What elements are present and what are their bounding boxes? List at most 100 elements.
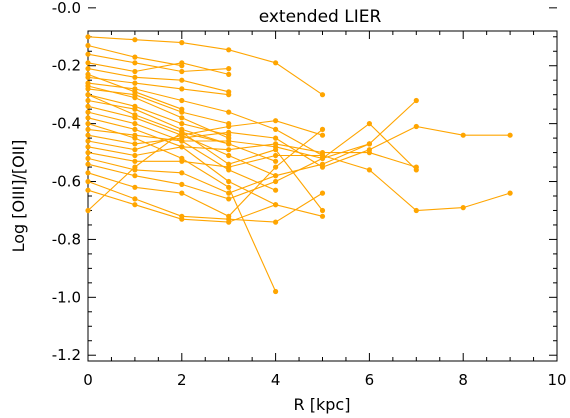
data-point bbox=[507, 190, 513, 196]
data-point bbox=[85, 178, 91, 185]
data-point bbox=[132, 37, 138, 43]
data-point bbox=[179, 97, 185, 104]
data-point bbox=[132, 152, 138, 159]
series-line bbox=[87, 125, 511, 168]
y-tick-label: -1.0 bbox=[52, 288, 81, 306]
data-point bbox=[460, 132, 466, 138]
series-4 bbox=[85, 60, 232, 77]
data-point bbox=[319, 190, 326, 196]
data-point bbox=[226, 92, 232, 98]
data-point bbox=[132, 106, 138, 112]
data-point bbox=[413, 97, 419, 104]
y-tick-label: -0.0 bbox=[52, 0, 81, 17]
series-19 bbox=[85, 150, 513, 214]
series-24 bbox=[85, 187, 326, 225]
data-point bbox=[273, 173, 279, 179]
data-point bbox=[226, 109, 232, 115]
series-line bbox=[87, 76, 229, 96]
y-tick-label: -0.2 bbox=[52, 57, 81, 75]
series-line bbox=[87, 68, 229, 93]
data-point bbox=[179, 121, 185, 127]
data-point bbox=[85, 42, 91, 49]
data-point bbox=[85, 170, 91, 176]
data-point bbox=[273, 152, 279, 159]
series-line bbox=[87, 88, 229, 125]
series-line bbox=[87, 62, 229, 75]
chart-title: extended LIER bbox=[259, 7, 382, 27]
data-point bbox=[319, 155, 326, 161]
data-point bbox=[85, 115, 91, 121]
data-point bbox=[85, 51, 91, 57]
data-point bbox=[85, 103, 91, 109]
x-tick-label: 0 bbox=[83, 371, 93, 389]
data-point bbox=[132, 126, 138, 132]
data-point bbox=[132, 132, 138, 138]
data-point bbox=[132, 158, 138, 164]
data-point bbox=[179, 60, 185, 66]
data-point bbox=[85, 71, 91, 77]
x-tick-label: 2 bbox=[177, 371, 187, 389]
data-point bbox=[226, 184, 232, 190]
series-line bbox=[87, 120, 323, 151]
data-point bbox=[273, 147, 279, 153]
series-line bbox=[87, 143, 417, 168]
data-point bbox=[179, 190, 185, 196]
data-point bbox=[413, 167, 419, 173]
data-point bbox=[273, 141, 279, 147]
data-point bbox=[226, 66, 232, 72]
data-point bbox=[179, 86, 185, 92]
series-line bbox=[87, 100, 417, 159]
data-point bbox=[226, 196, 232, 202]
data-point bbox=[226, 147, 232, 153]
y-tick-label: -0.8 bbox=[52, 230, 81, 248]
series-21 bbox=[85, 121, 419, 202]
data-point bbox=[132, 173, 138, 179]
data-point bbox=[85, 155, 91, 161]
y-tick-label: -1.2 bbox=[52, 346, 81, 364]
data-point bbox=[179, 106, 185, 112]
data-point bbox=[413, 123, 419, 130]
series-line bbox=[87, 180, 323, 223]
data-point bbox=[132, 141, 138, 147]
data-point bbox=[226, 152, 232, 159]
series-17 bbox=[85, 118, 326, 153]
data-point bbox=[273, 158, 279, 164]
series-23 bbox=[85, 178, 326, 225]
series-3 bbox=[85, 51, 232, 75]
data-point bbox=[85, 207, 91, 214]
y-tick-label: -0.6 bbox=[52, 173, 81, 191]
series-28 bbox=[85, 71, 185, 112]
data-point bbox=[132, 74, 138, 80]
series-26 bbox=[85, 92, 232, 147]
data-point bbox=[273, 178, 279, 185]
data-point bbox=[319, 207, 326, 214]
series-line bbox=[87, 189, 323, 223]
data-point bbox=[226, 135, 232, 141]
series-line bbox=[87, 152, 511, 212]
data-point bbox=[319, 92, 326, 98]
data-point bbox=[85, 138, 91, 144]
data-point bbox=[226, 141, 232, 147]
series-18 bbox=[85, 141, 419, 170]
plot-frame bbox=[87, 30, 558, 362]
data-point bbox=[85, 60, 91, 66]
data-point bbox=[85, 144, 91, 150]
data-point bbox=[179, 40, 185, 46]
data-point bbox=[273, 126, 279, 132]
data-point bbox=[132, 54, 138, 60]
y-axis-label: Log [OIII]/[OII] bbox=[9, 140, 28, 253]
data-point bbox=[226, 190, 232, 196]
data-point bbox=[132, 80, 138, 86]
data-point bbox=[132, 184, 138, 190]
series-line bbox=[87, 82, 323, 156]
series-line bbox=[87, 94, 229, 136]
data-point bbox=[179, 170, 185, 176]
data-point bbox=[179, 129, 185, 135]
x-tick-label: 4 bbox=[271, 371, 281, 389]
data-point bbox=[273, 288, 279, 295]
data-point bbox=[273, 219, 279, 225]
data-point bbox=[132, 68, 138, 75]
series-7 bbox=[85, 80, 326, 159]
data-point bbox=[85, 121, 91, 127]
data-point bbox=[179, 115, 185, 121]
